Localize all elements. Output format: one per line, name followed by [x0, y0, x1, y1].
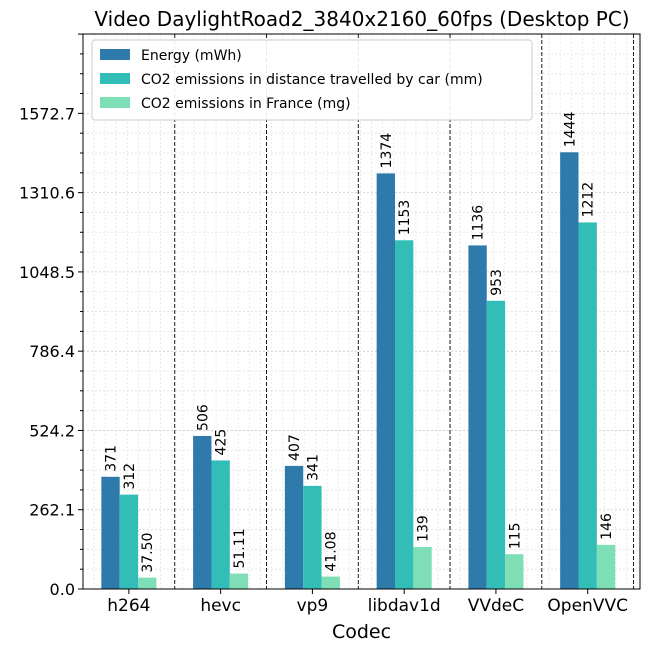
bar — [505, 554, 524, 589]
bar — [211, 460, 230, 589]
y-tick-label: 786.4 — [29, 342, 75, 361]
bar-value-label: 139 — [416, 515, 432, 542]
bar-value-label: 115 — [507, 522, 523, 549]
legend-box — [91, 39, 533, 121]
bar — [138, 577, 157, 589]
bar-value-label: 506 — [195, 404, 211, 431]
bar-value-label: 51.11 — [232, 528, 248, 568]
bar-value-label: 425 — [214, 429, 230, 456]
x-tick-label: h264 — [107, 596, 150, 616]
x-tick-label: vp9 — [297, 596, 329, 616]
bar-value-label: 1444 — [562, 112, 578, 148]
bar-value-label: 1136 — [471, 205, 487, 241]
chart-title: Video DaylightRoad2_3840x2160_60fps (Des… — [94, 7, 629, 31]
legend-swatch — [100, 97, 130, 108]
x-tick-label: VVdeC — [468, 596, 524, 616]
y-tick-label: 1310.6 — [19, 184, 75, 203]
bar-value-label: 1212 — [581, 182, 597, 218]
bar — [376, 173, 395, 589]
group-separators — [174, 34, 635, 589]
bar-value-label: 312 — [122, 463, 138, 490]
legend-label: Energy (mWh) — [141, 48, 242, 64]
bar-value-label: 146 — [599, 513, 615, 540]
legend-swatch — [100, 73, 130, 84]
legend: Energy (mWh) CO2 emissions in distance tr… — [91, 39, 533, 121]
y-tick-label: 524.2 — [29, 421, 75, 440]
bar — [486, 300, 506, 589]
bar-value-label: 371 — [104, 445, 120, 472]
x-tick-label: libdav1d — [368, 596, 441, 616]
x-axis-label: Codec — [332, 621, 391, 643]
y-tick-label: 1048.5 — [19, 263, 75, 282]
axes: 0.0 262.1 524.2 786.4 1048.5 1310.6 1572.7 h264… — [19, 33, 628, 616]
bar — [321, 576, 340, 589]
bar-value-label: 1153 — [397, 200, 413, 236]
y-tick-label: 0.0 — [50, 580, 75, 599]
bar-value-label: 41.08 — [324, 531, 340, 571]
data-labels: 371 506 407 1374 1136 1444 312 425 341 1153 953 121… — [104, 112, 616, 573]
y-tick-label: 1572.7 — [19, 104, 75, 123]
bar — [193, 435, 212, 589]
bar — [284, 465, 304, 589]
bar — [119, 494, 139, 589]
bar — [468, 245, 487, 589]
bar — [596, 544, 616, 589]
bar — [560, 152, 579, 589]
y-tick-label: 262.1 — [29, 501, 75, 520]
legend-label: CO2 emissions in France (mg) — [141, 96, 351, 112]
bar-value-label: 953 — [489, 269, 505, 296]
bar — [101, 476, 120, 589]
bar — [303, 485, 322, 589]
bar-value-label: 37.50 — [140, 533, 156, 573]
bar — [229, 573, 249, 589]
x-tick-label: OpenVVC — [547, 596, 628, 616]
legend-swatch — [100, 49, 130, 60]
x-tick-label: hevc — [200, 596, 241, 616]
bars — [101, 152, 616, 590]
bar — [394, 240, 414, 590]
bar — [578, 222, 597, 589]
bar-value-label: 407 — [287, 434, 303, 461]
bar-value-label: 1374 — [379, 133, 395, 169]
bar — [413, 546, 432, 589]
legend-label: CO2 emissions in distance travelled by c… — [141, 72, 483, 88]
bar-value-label: 341 — [305, 454, 321, 481]
